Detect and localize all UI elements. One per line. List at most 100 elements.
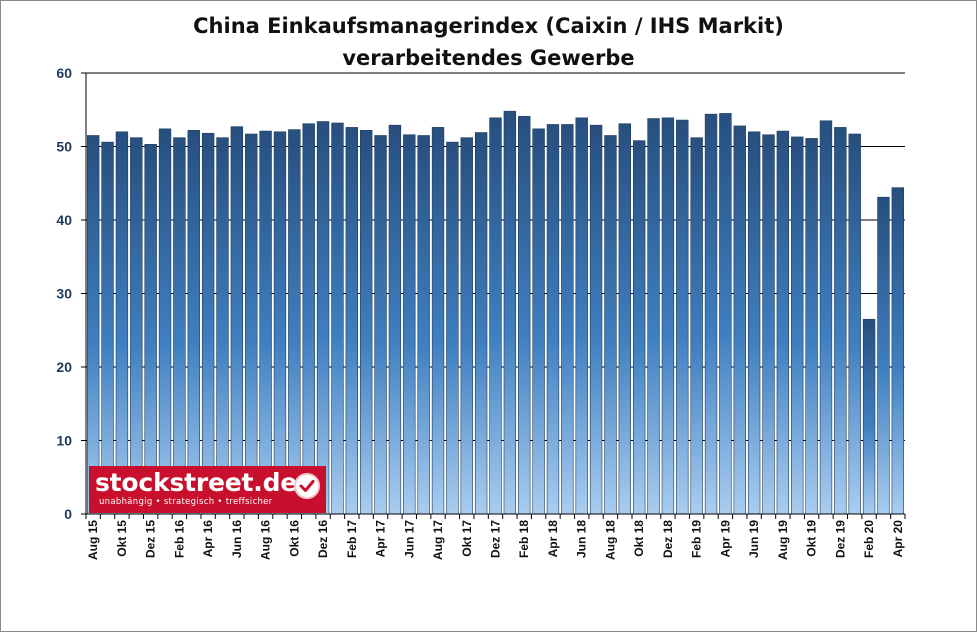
y-tick-label: 40 [56,212,72,228]
bar [589,124,603,515]
bar [216,137,229,515]
bar [331,122,344,515]
bar [201,132,215,515]
axes [81,72,906,519]
bar [518,116,531,515]
x-tick-label: Feb 17 [345,520,359,558]
bar [690,137,703,515]
y-tick-label: 30 [56,286,72,302]
bar [805,138,818,515]
bar [345,127,359,515]
bar [403,134,416,515]
x-tick-label: Aug 16 [259,520,273,560]
bars [86,110,904,515]
x-tick-label: Feb 18 [517,520,531,558]
x-tick-label: Apr 16 [201,520,215,558]
bar [719,113,732,515]
bar [316,121,330,515]
x-tick-label: Aug 19 [776,520,790,560]
x-tick-label: Apr 18 [546,520,560,558]
bar [704,113,718,515]
bar [733,125,746,515]
x-tick-label: Jun 17 [402,520,416,558]
x-tick-label: Dez 15 [144,520,158,558]
logo-brand-text: stockstreet.de [95,468,298,497]
bar [546,124,560,515]
bar [230,126,244,515]
x-tick-labels: Aug 15 Okt 15 Dez 15 Feb 16 Apr 16 Jun 16 Aug … [86,520,905,560]
x-tick-label: Jun 19 [747,520,761,558]
bar [130,137,143,515]
chart-title-line-2: verarbeitendes Gewerbe [342,46,635,70]
bar [460,137,473,515]
x-tick-label: Apr 19 [718,520,732,558]
x-tick-label: Okt 15 [115,520,129,557]
bar [647,118,660,515]
x-tick-label: Dez 18 [661,520,675,558]
bar [446,141,459,515]
bar [86,135,100,515]
bar [676,119,689,515]
bar [862,318,876,515]
x-tick-label: Aug 15 [86,520,100,560]
stockstreet-logo: stockstreet.de unabhängig • strategisch … [89,466,326,513]
bar [561,124,574,515]
x-tick-label: Okt 16 [287,520,301,557]
x-tick-label: Dez 19 [833,520,847,558]
y-tick-labels: 0 10 20 30 40 50 60 [56,65,72,522]
bar [877,196,890,515]
x-tick-label: Dez 16 [316,520,330,558]
bar [187,130,200,515]
x-tick-label: Apr 17 [374,520,388,558]
bar [388,124,402,515]
bar [431,127,445,515]
x-tick-label: Feb 20 [862,520,876,558]
x-tick-label: Okt 19 [805,520,819,557]
y-tick-label: 50 [56,139,72,155]
bar [891,187,904,515]
bar [618,123,631,515]
bar [661,117,675,515]
bar [776,130,790,515]
y-tick-label: 20 [56,359,72,375]
bar [288,129,301,515]
bar [273,131,287,515]
bar [144,144,157,515]
bar [575,117,588,515]
y-tick-label: 60 [56,65,72,81]
bar [359,130,373,515]
bar [158,128,172,515]
bar [259,130,272,515]
y-tick-label: 10 [56,433,72,449]
x-tick-label: Jun 16 [230,520,244,558]
bar [474,132,488,515]
bar [604,135,617,515]
x-tick-label: Feb 19 [690,520,704,558]
y-tick-label: 0 [64,506,72,522]
bar [532,128,545,515]
bar [374,135,387,515]
bar [245,133,258,515]
bar [173,137,186,515]
x-tick-label: Jun 18 [575,520,589,558]
x-tick-label: Aug 17 [431,520,445,560]
bar [834,127,847,515]
x-tick-label: Okt 17 [460,520,474,557]
chart-title-line-1: China Einkaufsmanagerindex (Caixin / IHS… [193,14,784,38]
bar [302,123,315,515]
bar [489,117,502,515]
bar [762,134,775,515]
bar [101,141,114,515]
bar [747,131,761,515]
checkmark-icon [294,473,320,499]
x-tick-label: Feb 16 [172,520,186,558]
bar [848,133,861,515]
bar [632,140,646,515]
logo-tagline: unabhängig • strategisch • treffsicher [99,497,273,507]
x-tick-label: Aug 18 [603,520,617,560]
x-tick-label: Apr 20 [891,520,905,558]
x-tick-label: Dez 17 [489,520,503,558]
bar [503,110,517,515]
bar [791,136,804,515]
